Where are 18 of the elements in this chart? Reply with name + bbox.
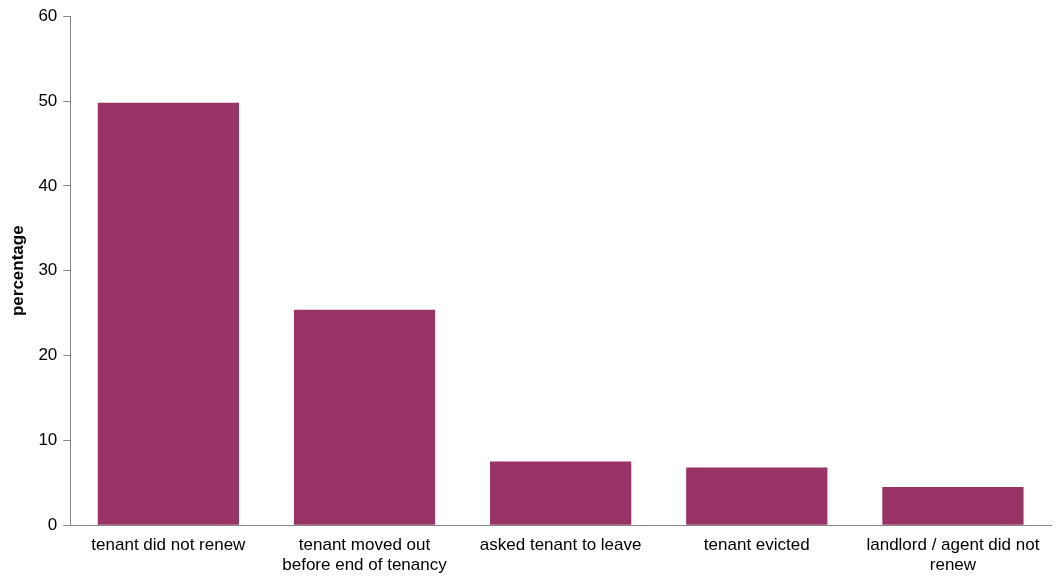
- y-axis-title: percentage: [7, 225, 27, 317]
- x-tick-label: asked tenant to leave: [479, 535, 642, 555]
- x-tick-label: landlord / agent did not renew: [866, 535, 1040, 575]
- bar: [293, 309, 436, 525]
- bar: [97, 102, 239, 525]
- y-tick-label: 30: [38, 260, 58, 280]
- x-tick-label: tenant moved out before end of tenancy: [282, 535, 448, 575]
- x-tick-label: tenant evicted: [703, 535, 810, 555]
- x-tick-label: tenant did not renew: [91, 535, 247, 555]
- y-tick-label: 50: [38, 90, 58, 110]
- y-tick-label: 10: [38, 430, 58, 450]
- bar: [686, 467, 828, 525]
- bar: [490, 461, 632, 525]
- bar: [882, 487, 1024, 525]
- y-tick-label: 20: [38, 345, 58, 365]
- y-tick-label: 40: [38, 175, 58, 195]
- y-tick-label: 0: [47, 514, 58, 534]
- y-tick-label: 60: [38, 5, 58, 25]
